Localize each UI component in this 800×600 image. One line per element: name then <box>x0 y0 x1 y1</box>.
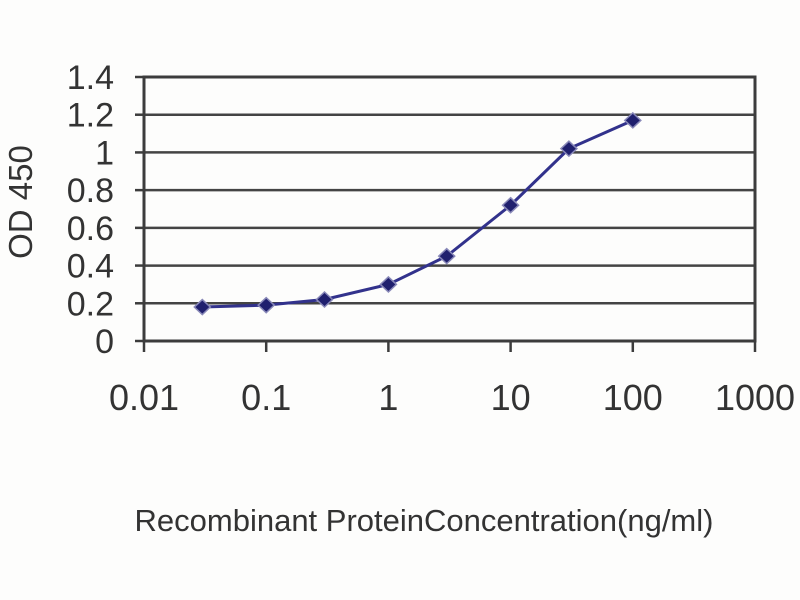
chart-generated-layer: 00.20.40.60.811.21.40.01 0.1 1 10 100 1000 <box>67 59 795 418</box>
y-tick-label: 0.8 <box>67 172 114 210</box>
x-tick-label: 1 <box>378 377 398 418</box>
y-tick-label: 0.4 <box>67 248 114 286</box>
data-point-marker <box>315 290 334 309</box>
y-axis-title: OD 450 <box>2 145 39 259</box>
data-point-marker <box>501 196 520 214</box>
y-tick-label: 0.6 <box>67 210 114 248</box>
x-tick-label: 100 <box>603 377 663 418</box>
data-point-marker <box>257 296 276 314</box>
data-point-marker <box>379 275 398 293</box>
y-tick-label: 1.2 <box>67 97 114 135</box>
x-tick-label: 0.1 <box>241 377 291 418</box>
x-axis-title: Recombinant ProteinConcentration(ng/ml) <box>135 503 714 538</box>
y-tick-label: 1.4 <box>67 59 114 97</box>
data-line <box>202 118 634 309</box>
data-point-marker <box>437 247 456 265</box>
plot-border <box>142 75 757 343</box>
data-point-marker <box>193 298 212 316</box>
data-point-marker <box>559 140 579 158</box>
y-tick-label: 0 <box>95 323 114 361</box>
y-tick-label: 1 <box>95 134 114 172</box>
y-tick-label: 0.2 <box>67 285 114 323</box>
data-point-marker <box>623 111 642 129</box>
x-tick-label: 1000 <box>715 377 795 418</box>
x-tick-label: 0.01 <box>109 377 179 418</box>
x-tick-label: 10 <box>491 377 531 418</box>
